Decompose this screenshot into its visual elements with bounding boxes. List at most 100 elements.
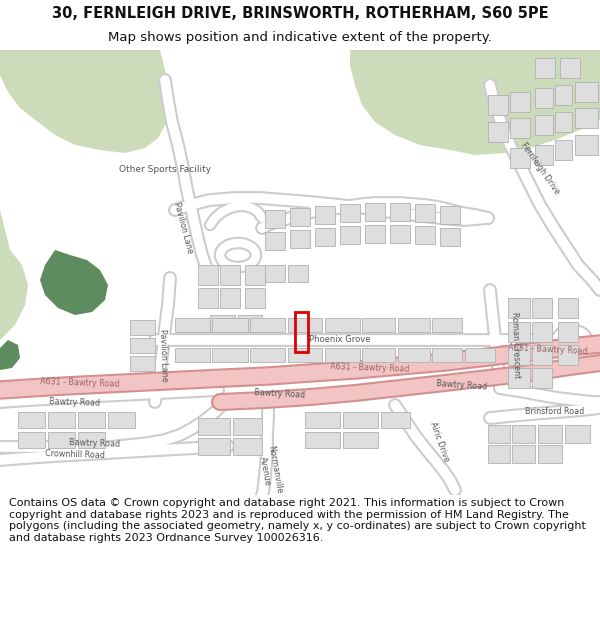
Bar bbox=[432, 318, 462, 332]
Text: Airic Drive: Airic Drive bbox=[428, 421, 451, 463]
Bar bbox=[265, 210, 285, 228]
Text: A631 - Bawtry Road: A631 - Bawtry Road bbox=[330, 362, 410, 374]
Bar bbox=[233, 418, 262, 435]
Bar bbox=[305, 412, 340, 428]
Bar bbox=[325, 318, 360, 332]
Bar bbox=[575, 135, 598, 155]
Text: A631 - Bawtry Road: A631 - Bawtry Road bbox=[40, 377, 120, 389]
Bar bbox=[288, 265, 308, 282]
Bar bbox=[535, 145, 553, 165]
Text: Phoenix Grove: Phoenix Grove bbox=[309, 336, 371, 344]
Bar bbox=[245, 265, 265, 285]
Text: Pavilion Lane: Pavilion Lane bbox=[172, 201, 194, 254]
Bar bbox=[220, 288, 240, 308]
Bar bbox=[175, 348, 210, 362]
Bar bbox=[398, 348, 430, 362]
Bar bbox=[512, 425, 535, 443]
Bar bbox=[130, 338, 155, 353]
Bar bbox=[510, 148, 530, 168]
Bar bbox=[250, 318, 285, 332]
Bar bbox=[365, 203, 385, 221]
Text: Map shows position and indicative extent of the property.: Map shows position and indicative extent… bbox=[108, 31, 492, 44]
Bar bbox=[510, 118, 530, 138]
Bar bbox=[325, 348, 360, 362]
Bar bbox=[488, 425, 510, 443]
Bar bbox=[575, 82, 598, 102]
Bar bbox=[532, 322, 552, 342]
Bar bbox=[508, 322, 530, 342]
Bar bbox=[508, 298, 530, 318]
Bar bbox=[315, 206, 335, 224]
Bar bbox=[538, 445, 562, 463]
Bar bbox=[48, 432, 75, 448]
Bar bbox=[340, 226, 360, 244]
Bar bbox=[465, 348, 495, 362]
Bar bbox=[212, 348, 248, 362]
Bar bbox=[508, 345, 530, 365]
Bar bbox=[288, 348, 322, 362]
Text: Brinsford Road: Brinsford Road bbox=[526, 408, 584, 416]
Text: A631 - Bawtry Road: A631 - Bawtry Road bbox=[508, 343, 588, 357]
Bar bbox=[532, 345, 552, 365]
Text: Normanville
Avenue: Normanville Avenue bbox=[256, 444, 284, 496]
Bar bbox=[78, 412, 105, 428]
Bar bbox=[535, 58, 555, 78]
Bar bbox=[565, 425, 590, 443]
Bar bbox=[198, 438, 230, 455]
Bar bbox=[212, 318, 248, 332]
Bar bbox=[558, 298, 578, 318]
Text: Contains OS data © Crown copyright and database right 2021. This information is : Contains OS data © Crown copyright and d… bbox=[9, 498, 586, 543]
Bar bbox=[78, 432, 105, 448]
Bar bbox=[210, 315, 235, 332]
Bar bbox=[48, 412, 75, 428]
Bar bbox=[558, 322, 578, 342]
Text: Bawtry Road: Bawtry Road bbox=[70, 438, 121, 448]
Bar bbox=[558, 345, 578, 365]
Bar bbox=[535, 88, 553, 108]
Bar bbox=[130, 320, 155, 335]
Bar bbox=[265, 265, 285, 282]
Bar bbox=[18, 432, 45, 448]
Bar bbox=[390, 203, 410, 221]
Bar bbox=[250, 348, 285, 362]
Bar bbox=[555, 85, 572, 105]
Bar bbox=[305, 432, 340, 448]
Bar bbox=[398, 318, 430, 332]
Bar bbox=[245, 288, 265, 308]
Polygon shape bbox=[350, 50, 600, 155]
Bar bbox=[198, 265, 218, 285]
Text: Fernleigh Drive: Fernleigh Drive bbox=[519, 141, 561, 196]
Polygon shape bbox=[0, 50, 170, 153]
Bar bbox=[175, 318, 210, 332]
Bar bbox=[415, 204, 435, 222]
Bar bbox=[555, 140, 572, 160]
Bar bbox=[130, 356, 155, 371]
Text: Bawtry Road: Bawtry Road bbox=[49, 397, 101, 408]
Polygon shape bbox=[0, 50, 28, 340]
Bar bbox=[315, 228, 335, 246]
Polygon shape bbox=[40, 250, 108, 315]
Bar bbox=[365, 225, 385, 243]
Bar bbox=[290, 230, 310, 248]
Bar bbox=[532, 368, 552, 388]
Bar bbox=[440, 228, 460, 246]
Bar bbox=[575, 108, 598, 128]
Bar bbox=[362, 348, 395, 362]
Text: Crownhill Road: Crownhill Road bbox=[45, 449, 105, 461]
Bar bbox=[488, 122, 508, 142]
Text: Pavilion Lane: Pavilion Lane bbox=[158, 329, 169, 381]
Bar bbox=[198, 418, 230, 435]
Bar bbox=[362, 318, 395, 332]
Bar bbox=[343, 432, 378, 448]
Bar bbox=[381, 412, 410, 428]
Bar bbox=[238, 315, 262, 332]
Bar bbox=[198, 288, 218, 308]
Bar bbox=[108, 412, 135, 428]
Bar bbox=[390, 225, 410, 243]
Text: Roman Crescent: Roman Crescent bbox=[511, 312, 521, 378]
Bar bbox=[432, 348, 462, 362]
Text: 30, FERNLEIGH DRIVE, BRINSWORTH, ROTHERHAM, S60 5PE: 30, FERNLEIGH DRIVE, BRINSWORTH, ROTHERH… bbox=[52, 6, 548, 21]
Bar bbox=[512, 445, 535, 463]
Bar bbox=[233, 438, 262, 455]
Bar bbox=[343, 412, 378, 428]
